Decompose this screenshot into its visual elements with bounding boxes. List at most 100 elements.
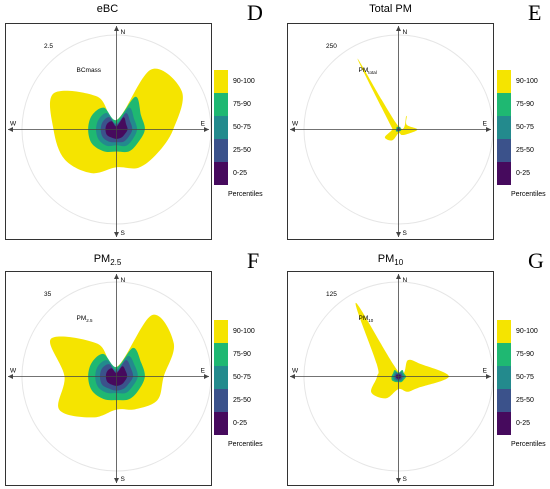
- polar-svg: N S E W 125 PM10: [290, 274, 493, 483]
- legend-swatch: [214, 320, 228, 343]
- inner-label-main: PM: [359, 67, 369, 74]
- legend-label: 25-50: [516, 397, 534, 404]
- direction-label-n: N: [121, 29, 126, 36]
- legend: 90-100 75-90 50-75 25-50 0-25 Percentiles: [497, 320, 550, 460]
- direction-label-s: S: [403, 476, 408, 483]
- legend-label: 75-90: [233, 101, 251, 108]
- legend-swatch: [214, 366, 228, 389]
- legend-swatch: [497, 366, 511, 389]
- legend-swatch: [214, 93, 228, 116]
- south-arrow: [114, 232, 119, 237]
- level-area-90-100: [49, 314, 175, 418]
- east-arrow: [204, 127, 209, 132]
- panel-letter: G: [528, 248, 544, 273]
- legend: 90-100 75-90 50-75 25-50 0-25 Percentiles: [214, 320, 275, 460]
- direction-label-e: E: [483, 121, 488, 128]
- south-arrow: [396, 478, 401, 483]
- level-area-90-100: [355, 302, 449, 399]
- legend-title: Percentiles: [511, 441, 546, 448]
- title-text: PM: [377, 253, 395, 265]
- direction-label-s: S: [121, 476, 126, 483]
- panel-title: PM2.5: [5, 253, 210, 267]
- legend-label: 75-90: [516, 101, 534, 108]
- polar-plot: N S E W 250 PMtotal: [287, 23, 494, 240]
- title-subscript: 10: [394, 258, 404, 268]
- legend-title: Percentiles: [511, 191, 546, 198]
- legend-label: 90-100: [233, 328, 255, 335]
- title-text: Total PM: [369, 3, 412, 15]
- legend-label: 90-100: [233, 78, 255, 85]
- north-arrow: [114, 274, 119, 279]
- direction-label-w: W: [292, 368, 299, 375]
- west-arrow: [290, 127, 295, 132]
- legend: 90-100 75-90 50-75 25-50 0-25 Percentiles: [214, 70, 275, 210]
- inner-label-sub: 10: [368, 318, 374, 323]
- legend-swatch: [214, 139, 228, 162]
- radial-tick-label: 250: [326, 43, 337, 50]
- direction-label-w: W: [292, 121, 299, 128]
- polar-svg: N S E W 250 PMtotal: [290, 26, 493, 237]
- panel-letter: E: [528, 0, 542, 25]
- polar-plot: N S E W 35 PM2.5: [5, 271, 212, 486]
- direction-label-s: S: [403, 230, 408, 237]
- legend-title: Percentiles: [228, 191, 263, 198]
- polar-plot: N S E W 125 PM10: [287, 271, 494, 486]
- legend-swatch: [214, 162, 228, 185]
- inner-variable-label: PM2.5: [77, 315, 94, 323]
- legend-title: Percentiles: [228, 441, 263, 448]
- north-arrow: [396, 26, 401, 31]
- legend-swatch: [497, 139, 511, 162]
- legend-label: 0-25: [516, 420, 531, 427]
- inner-label-sub: 2.5: [86, 318, 93, 323]
- legend-label: 25-50: [233, 397, 251, 404]
- legend-swatch: [497, 162, 511, 185]
- east-arrow: [486, 127, 491, 132]
- legend-label: 0-25: [233, 420, 248, 427]
- radial-tick-label: 35: [44, 291, 52, 298]
- legend-label: 25-50: [233, 147, 251, 154]
- east-arrow: [486, 374, 491, 379]
- panel-title: PM10: [288, 253, 493, 267]
- direction-label-n: N: [121, 277, 126, 284]
- east-arrow: [204, 374, 209, 379]
- panel-d: eBC D N S E W 2.5 BCmass 90-100 75-90 50-75 25-5…: [0, 0, 275, 245]
- inner-label-main: PM: [359, 315, 369, 322]
- legend-swatch: [214, 412, 228, 435]
- legend-label: 25-50: [516, 147, 534, 154]
- legend-label: 75-90: [233, 351, 251, 358]
- panel-letter: F: [247, 248, 260, 273]
- legend-swatch: [214, 116, 228, 139]
- title-subscript: 2.5: [110, 258, 122, 268]
- polar-svg: N S E W 2.5 BCmass: [8, 26, 211, 237]
- direction-label-w: W: [10, 368, 17, 375]
- legend-swatch: [497, 412, 511, 435]
- legend-label: 50-75: [233, 374, 251, 381]
- legend-label: 90-100: [516, 328, 538, 335]
- south-arrow: [114, 478, 119, 483]
- inner-label-main: PM: [77, 315, 87, 322]
- legend-label: 75-90: [516, 351, 534, 358]
- polar-svg: N S E W 35 PM2.5: [8, 274, 211, 483]
- direction-label-w: W: [10, 121, 17, 128]
- legend: 90-100 75-90 50-75 25-50 0-25 Percentiles: [497, 70, 550, 210]
- panel-title: Total PM: [288, 3, 493, 15]
- legend-swatch: [497, 389, 511, 412]
- panel-g: PM10 G N S E W 125 PM10 90-100 75-90 50-75 25-50…: [283, 248, 550, 489]
- panel-e: Total PM E N S E W 250 PMtotal 90-100 75-90 50-…: [283, 0, 550, 245]
- legend-label: 50-75: [516, 124, 534, 131]
- legend-label: 50-75: [516, 374, 534, 381]
- panel-f: PM2.5 F N S E W 35 PM2.5 90-100 75-90 50-75 25-5…: [0, 248, 275, 489]
- south-arrow: [396, 232, 401, 237]
- legend-label: 0-25: [233, 170, 248, 177]
- panel-letter: D: [247, 0, 263, 25]
- polar-plot: N S E W 2.5 BCmass: [5, 23, 212, 240]
- legend-label: 50-75: [233, 124, 251, 131]
- radial-tick-label: 2.5: [44, 43, 53, 50]
- north-arrow: [396, 274, 401, 279]
- inner-label-sub: total: [368, 70, 377, 75]
- title-text: PM: [93, 253, 111, 265]
- legend-swatch: [497, 343, 511, 366]
- direction-label-e: E: [201, 368, 206, 375]
- west-arrow: [8, 127, 13, 132]
- inner-variable-label: PM10: [359, 315, 374, 323]
